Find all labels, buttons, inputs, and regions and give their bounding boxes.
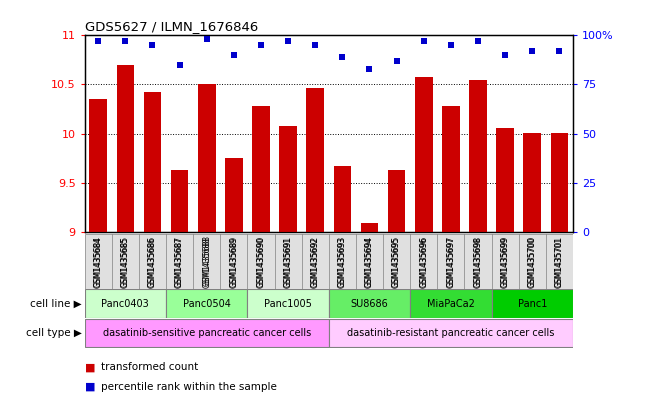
Bar xyxy=(225,158,243,232)
FancyBboxPatch shape xyxy=(492,289,573,318)
Text: GDS5627 / ILMN_1676846: GDS5627 / ILMN_1676846 xyxy=(85,20,258,33)
Bar xyxy=(551,133,568,232)
Point xyxy=(391,58,402,64)
Point xyxy=(174,62,185,68)
Bar xyxy=(89,99,107,232)
Text: ■: ■ xyxy=(85,382,95,392)
FancyBboxPatch shape xyxy=(85,234,573,289)
Text: GSM1435696: GSM1435696 xyxy=(419,235,428,287)
Bar xyxy=(496,128,514,232)
Point xyxy=(473,38,483,44)
Text: GSM1435695: GSM1435695 xyxy=(392,235,401,287)
Text: GSM1435700: GSM1435700 xyxy=(528,235,536,287)
Text: MiaPaCa2: MiaPaCa2 xyxy=(427,299,475,309)
Point xyxy=(365,66,375,72)
Point xyxy=(527,48,538,54)
Text: GSM1435697: GSM1435697 xyxy=(447,235,455,287)
Text: GSM1435690: GSM1435690 xyxy=(256,237,266,288)
Bar xyxy=(198,84,215,232)
Point xyxy=(445,42,456,48)
Point xyxy=(310,42,320,48)
Bar xyxy=(171,170,188,232)
Text: GSM1435692: GSM1435692 xyxy=(311,235,320,286)
Text: GSM1435688: GSM1435688 xyxy=(202,235,211,286)
Point xyxy=(337,54,348,60)
Point xyxy=(500,52,510,58)
Text: GSM1435689: GSM1435689 xyxy=(229,235,238,286)
Point xyxy=(256,42,266,48)
Point xyxy=(147,42,158,48)
Bar xyxy=(415,77,432,232)
Text: ■: ■ xyxy=(85,362,95,373)
FancyBboxPatch shape xyxy=(85,319,329,347)
Text: SU8686: SU8686 xyxy=(351,299,388,309)
Text: dasatinib-sensitive pancreatic cancer cells: dasatinib-sensitive pancreatic cancer ce… xyxy=(103,328,311,338)
Text: GSM1435690: GSM1435690 xyxy=(256,235,266,287)
Bar xyxy=(144,92,161,232)
Point xyxy=(229,52,239,58)
Bar xyxy=(333,166,351,232)
Text: GSM1435685: GSM1435685 xyxy=(121,237,130,288)
Bar xyxy=(279,126,297,232)
Text: GSM1435695: GSM1435695 xyxy=(392,237,401,288)
Text: cell type ▶: cell type ▶ xyxy=(25,328,81,338)
Text: transformed count: transformed count xyxy=(101,362,198,373)
Bar xyxy=(469,79,487,232)
Bar xyxy=(117,65,134,232)
FancyBboxPatch shape xyxy=(329,319,573,347)
Text: GSM1435685: GSM1435685 xyxy=(121,235,130,286)
FancyBboxPatch shape xyxy=(85,289,166,318)
Point xyxy=(419,38,429,44)
Point xyxy=(554,48,564,54)
Text: GSM1435699: GSM1435699 xyxy=(501,237,510,288)
Text: Panc0403: Panc0403 xyxy=(102,299,149,309)
Text: GSM1435697: GSM1435697 xyxy=(447,237,455,288)
Text: Panc0504: Panc0504 xyxy=(183,299,230,309)
Text: dasatinib-resistant pancreatic cancer cells: dasatinib-resistant pancreatic cancer ce… xyxy=(347,328,555,338)
Text: GSM1435698: GSM1435698 xyxy=(473,237,482,288)
Bar xyxy=(252,106,270,232)
Text: percentile rank within the sample: percentile rank within the sample xyxy=(101,382,277,392)
Point xyxy=(283,38,293,44)
FancyBboxPatch shape xyxy=(247,289,329,318)
Bar xyxy=(442,106,460,232)
Text: GSM1435696: GSM1435696 xyxy=(419,237,428,288)
Text: GSM1435691: GSM1435691 xyxy=(284,237,292,288)
Text: GSM1435691: GSM1435691 xyxy=(284,235,292,286)
Text: GSM1435694: GSM1435694 xyxy=(365,235,374,287)
FancyBboxPatch shape xyxy=(166,289,247,318)
Text: GSM1435686: GSM1435686 xyxy=(148,237,157,288)
Text: Panc1005: Panc1005 xyxy=(264,299,312,309)
Text: GSM1435698: GSM1435698 xyxy=(473,235,482,286)
Text: GSM1435693: GSM1435693 xyxy=(338,235,347,287)
Text: GSM1435684: GSM1435684 xyxy=(94,235,103,286)
Text: GSM1435700: GSM1435700 xyxy=(528,237,536,288)
Text: GSM1435686: GSM1435686 xyxy=(148,235,157,286)
Text: GSM1435693: GSM1435693 xyxy=(338,237,347,288)
FancyBboxPatch shape xyxy=(329,289,410,318)
Point xyxy=(93,38,104,44)
Text: GSM1435689: GSM1435689 xyxy=(229,237,238,288)
Bar xyxy=(523,133,541,232)
Bar xyxy=(307,88,324,232)
Text: GSM1435684: GSM1435684 xyxy=(94,237,103,288)
Text: GSM1435692: GSM1435692 xyxy=(311,237,320,288)
Text: GSM1435699: GSM1435699 xyxy=(501,235,510,287)
Text: cell line ▶: cell line ▶ xyxy=(30,299,81,309)
Bar xyxy=(361,223,378,232)
Point xyxy=(202,36,212,42)
FancyBboxPatch shape xyxy=(410,289,492,318)
Text: Panc1: Panc1 xyxy=(518,299,547,309)
Text: GSM1435687: GSM1435687 xyxy=(175,237,184,288)
Text: GSM1435688: GSM1435688 xyxy=(202,237,211,288)
Text: GSM1435687: GSM1435687 xyxy=(175,235,184,286)
Bar xyxy=(388,170,406,232)
Point xyxy=(120,38,130,44)
Text: GSM1435694: GSM1435694 xyxy=(365,237,374,288)
Text: GSM1435701: GSM1435701 xyxy=(555,235,564,286)
Text: GSM1435701: GSM1435701 xyxy=(555,237,564,288)
